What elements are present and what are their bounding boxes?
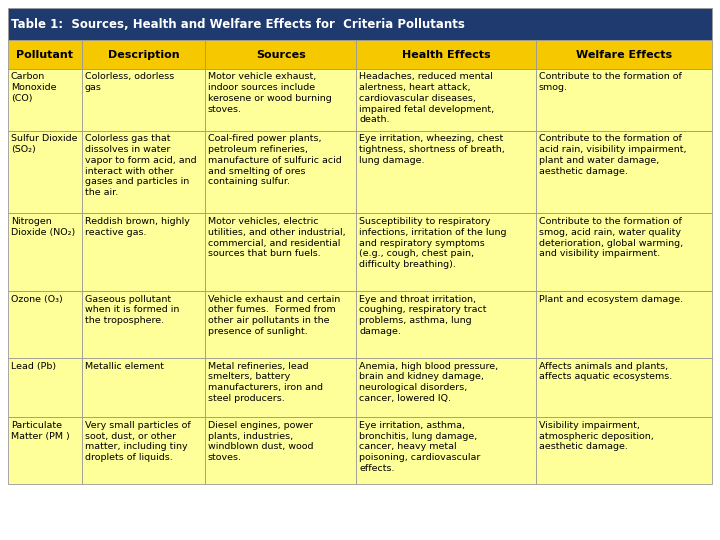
Text: Sources: Sources [256,50,306,59]
Text: Eye and throat irritation,
coughing, respiratory tract
problems, asthma, lung
da: Eye and throat irritation, coughing, res… [359,295,487,336]
Bar [205,417,356,484]
Bar [8,131,82,213]
Text: Affects animals and plants,
affects aquatic ecosystems.: Affects animals and plants, affects aqua… [539,362,672,381]
Bar [356,131,536,213]
Bar [356,358,536,417]
Bar [8,40,82,69]
Bar [356,69,536,131]
Text: Nitrogen
Dioxide (NO₂): Nitrogen Dioxide (NO₂) [11,217,75,237]
Text: Health Effects: Health Effects [402,50,490,59]
Bar [205,40,356,69]
Text: Carbon
Monoxide
(CO): Carbon Monoxide (CO) [11,72,56,103]
Text: Reddish brown, highly
reactive gas.: Reddish brown, highly reactive gas. [85,217,189,237]
Text: Eye irritation, wheezing, chest
tightness, shortness of breath,
lung damage.: Eye irritation, wheezing, chest tightnes… [359,134,505,165]
Text: Table 1:  Sources, Health and Welfare Effects for  Criteria Pollutants: Table 1: Sources, Health and Welfare Eff… [11,18,464,31]
Text: Motor vehicle exhaust,
indoor sources include
kerosene or wood burning
stoves.: Motor vehicle exhaust, indoor sources in… [208,72,332,114]
Text: Motor vehicles, electric
utilities, and other industrial,
commercial, and reside: Motor vehicles, electric utilities, and … [208,217,346,258]
Text: Ozone (O₃): Ozone (O₃) [11,295,63,303]
Bar [82,69,205,131]
Text: Particulate
Matter (PM ): Particulate Matter (PM ) [11,421,70,441]
Bar [536,417,712,484]
Bar [205,213,356,291]
Bar [82,417,205,484]
Bar [205,69,356,131]
Text: Contribute to the formation of
acid rain, visibility impairment,
plant and water: Contribute to the formation of acid rain… [539,134,686,176]
Text: Description: Description [108,50,179,59]
Bar [82,358,205,417]
Bar [536,40,712,69]
Bar [205,358,356,417]
Text: Welfare Effects: Welfare Effects [576,50,672,59]
Bar [8,358,82,417]
Bar [82,213,205,291]
Text: Gaseous pollutant
when it is formed in
the troposphere.: Gaseous pollutant when it is formed in t… [85,295,179,325]
Bar [205,131,356,213]
Bar [8,213,82,291]
Bar [205,291,356,358]
Text: Pollutant: Pollutant [17,50,73,59]
Bar [536,131,712,213]
Bar [356,40,536,69]
Bar [8,417,82,484]
Bar [536,358,712,417]
Bar [82,40,205,69]
Text: Colorless, odorless
gas: Colorless, odorless gas [85,72,174,92]
Text: Anemia, high blood pressure,
brain and kidney damage,
neurological disorders,
ca: Anemia, high blood pressure, brain and k… [359,362,498,403]
Text: Eye irritation, asthma,
bronchitis, lung damage,
cancer, heavy metal
poisoning, : Eye irritation, asthma, bronchitis, lung… [359,421,481,473]
Bar [8,69,82,131]
Text: Headaches, reduced mental
alertness, heart attack,
cardiovascular diseases,
impa: Headaches, reduced mental alertness, hea… [359,72,495,124]
Text: Sulfur Dioxide
(SO₂): Sulfur Dioxide (SO₂) [11,134,77,154]
Text: Diesel engines, power
plants, industries,
windblown dust, wood
stoves.: Diesel engines, power plants, industries… [208,421,313,462]
Text: Plant and ecosystem damage.: Plant and ecosystem damage. [539,295,683,303]
Bar [356,213,536,291]
Bar [8,8,712,40]
Bar [356,417,536,484]
Text: Susceptibility to respiratory
infections, irritation of the lung
and respiratory: Susceptibility to respiratory infections… [359,217,507,269]
Bar [356,291,536,358]
Bar [8,291,82,358]
Text: Very small particles of
soot, dust, or other
matter, including tiny
droplets of : Very small particles of soot, dust, or o… [85,421,191,462]
Bar [82,131,205,213]
Text: Coal-fired power plants,
petroleum refineries,
manufacture of sulfuric acid
and : Coal-fired power plants, petroleum refin… [208,134,342,186]
Text: Metallic element: Metallic element [85,362,163,370]
Text: Colorless gas that
dissolves in water
vapor to form acid, and
interact with othe: Colorless gas that dissolves in water va… [85,134,197,197]
Bar [536,69,712,131]
Bar [536,291,712,358]
Bar [536,213,712,291]
Text: Lead (Pb): Lead (Pb) [11,362,56,370]
Bar [82,291,205,358]
Text: Metal refineries, lead
smelters, battery
manufacturers, iron and
steel producers: Metal refineries, lead smelters, battery… [208,362,323,403]
Text: Visibility impairment,
atmospheric deposition,
aesthetic damage.: Visibility impairment, atmospheric depos… [539,421,654,451]
Text: Vehicle exhaust and certain
other fumes.  Formed from
other air pollutants in th: Vehicle exhaust and certain other fumes.… [208,295,340,336]
Text: Contribute to the formation of
smog.: Contribute to the formation of smog. [539,72,682,92]
Text: Contribute to the formation of
smog, acid rain, water quality
deterioration, glo: Contribute to the formation of smog, aci… [539,217,683,258]
